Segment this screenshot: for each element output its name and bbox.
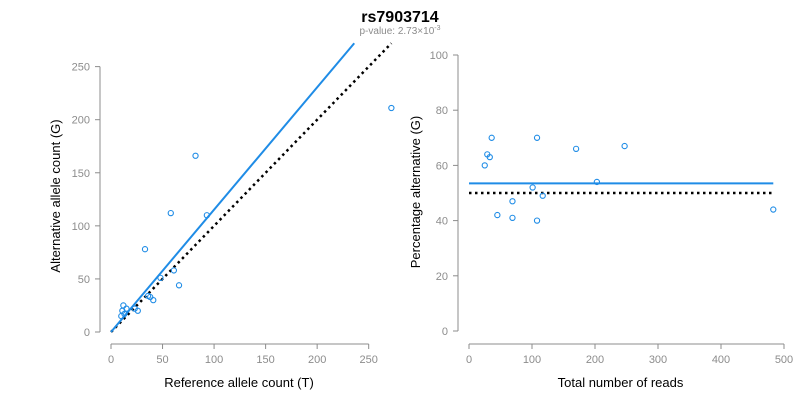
- x-tick-label: 250: [360, 354, 378, 366]
- data-point: [141, 246, 149, 253]
- data-point: [192, 152, 199, 159]
- data-point: [593, 178, 601, 186]
- x-tick-label: 150: [256, 354, 274, 366]
- data-point: [170, 267, 178, 274]
- data-point: [486, 153, 493, 161]
- data-point: [150, 297, 157, 304]
- p-value-exponent: -3: [434, 25, 440, 32]
- x-tick-label: 400: [712, 354, 730, 366]
- y-tick-label: 100: [430, 50, 448, 62]
- data-point: [621, 142, 628, 150]
- data-point: [572, 145, 580, 152]
- y-tick-label: 100: [72, 221, 90, 233]
- data-point: [123, 305, 130, 312]
- y-tick-label: 60: [436, 160, 448, 172]
- x-tick-label: 500: [775, 354, 793, 366]
- left-panel: 0 50 100 150 200 250 0 50 100 150 200 250 Reference …: [48, 42, 395, 390]
- data-point: [509, 198, 516, 205]
- y-axis-label: Alternative allele count (G): [48, 119, 63, 272]
- p-value-label: p-value: 2.73×10: [359, 26, 434, 37]
- data-point: [157, 274, 164, 282]
- y-tick-label: 150: [72, 168, 90, 180]
- data-point: [494, 211, 501, 219]
- data-point: [488, 134, 495, 141]
- y-tick-label: 250: [72, 62, 90, 74]
- data-point: [770, 206, 777, 213]
- x-tick-label: 200: [308, 354, 326, 366]
- y-tick-label: 0: [442, 326, 448, 338]
- data-point: [121, 310, 128, 318]
- x-tick-label: 100: [205, 354, 223, 366]
- data-point: [134, 307, 141, 314]
- fit-line: [110, 42, 356, 333]
- data-point: [509, 214, 516, 221]
- data-point: [533, 217, 541, 224]
- y-tick-label: 80: [436, 105, 448, 117]
- x-axis-label: Reference allele count (T): [164, 375, 314, 390]
- y-tick-label: 40: [436, 216, 448, 228]
- x-tick-label: 200: [586, 354, 604, 366]
- data-point: [175, 282, 183, 289]
- x-tick-label: 300: [649, 354, 667, 366]
- x-tick-label: 0: [108, 354, 114, 366]
- x-axis-label: Total number of reads: [558, 375, 684, 390]
- chart-title: rs7903714: [361, 9, 439, 26]
- y-tick-label: 0: [84, 327, 90, 339]
- data-point: [203, 212, 211, 219]
- y-axis-label: Percentage alternative (G): [408, 116, 423, 268]
- y-tick-label: 200: [72, 115, 90, 127]
- data-point: [167, 209, 174, 217]
- data-point: [539, 192, 546, 199]
- y-tick-label: 50: [78, 274, 90, 286]
- x-tick-label: 100: [523, 354, 541, 366]
- right-panel: 0 100 200 300 400 500 0 20 40 60 80 100 Total number…: [408, 50, 793, 390]
- x-tick-label: 0: [466, 354, 472, 366]
- reference-line: [110, 42, 393, 333]
- data-point: [529, 184, 536, 191]
- y-tick-label: 20: [436, 271, 448, 283]
- data-point: [120, 302, 127, 309]
- data-point: [481, 162, 488, 169]
- chart-subtitle: p-value: 2.73×10-3: [359, 25, 440, 37]
- data-point: [533, 134, 541, 141]
- data-point: [388, 104, 395, 112]
- x-tick-label: 50: [156, 354, 168, 366]
